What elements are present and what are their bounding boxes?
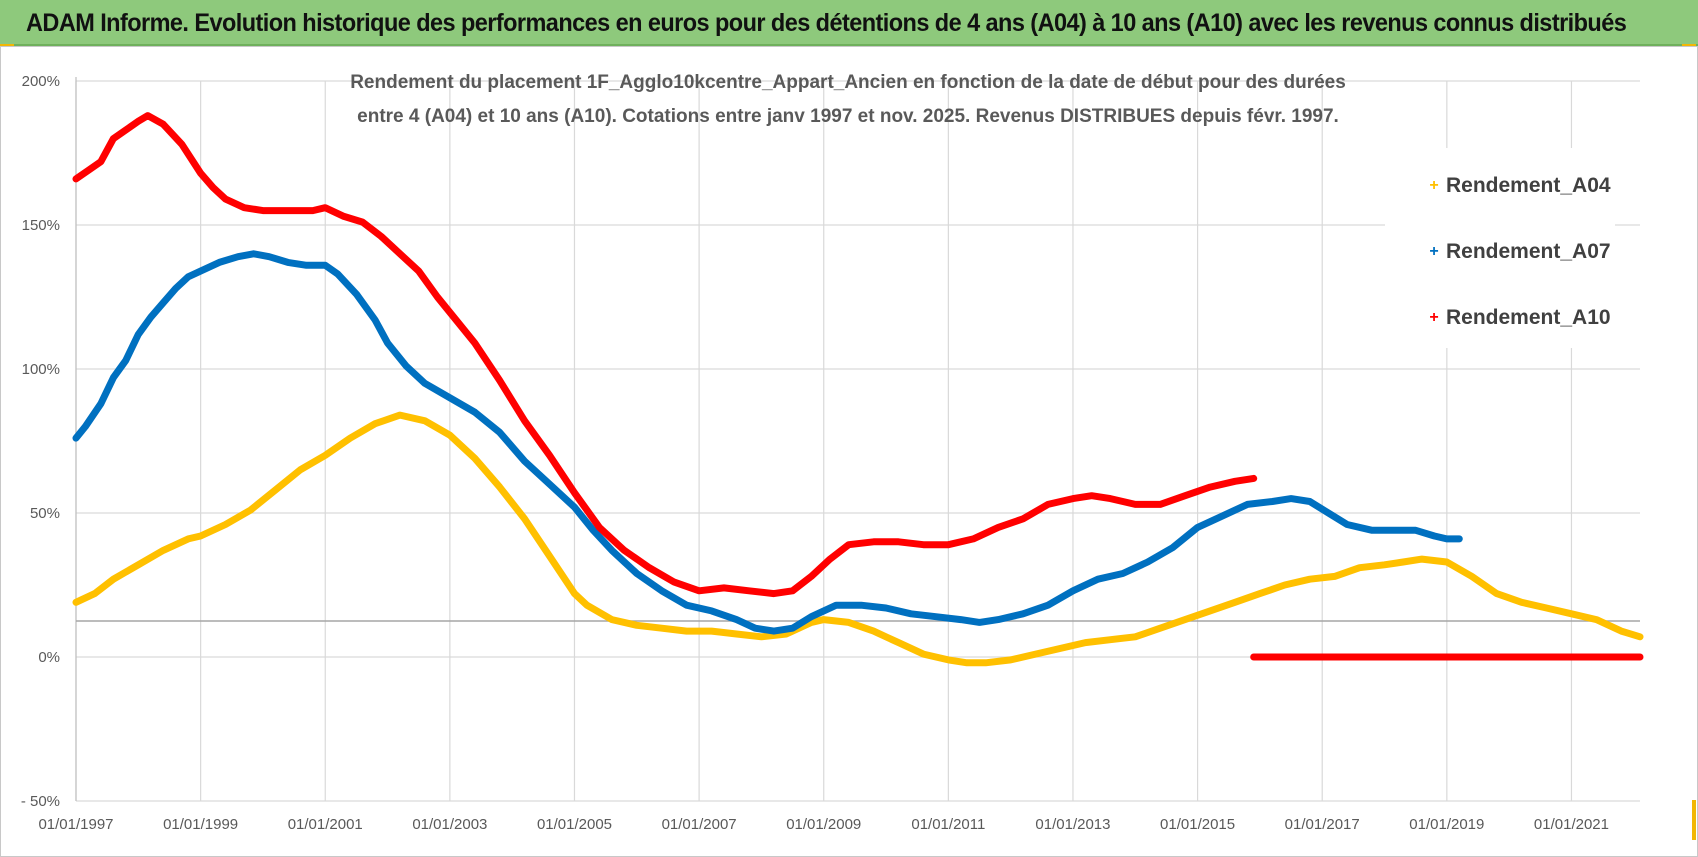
legend-box (1385, 148, 1615, 348)
corner-mark-top-right (1682, 44, 1696, 47)
x-tick-label: 01/01/2001 (288, 816, 363, 833)
y-tick-label: 50% (30, 505, 60, 522)
legend-label: Rendement_A07 (1446, 240, 1611, 263)
x-tick-label: 01/01/2017 (1285, 816, 1360, 833)
x-tick-label: 01/01/1997 (38, 816, 113, 833)
chart-title-line-2: entre 4 (A04) et 10 ans (A10). Cotations… (357, 106, 1339, 127)
page-title: ADAM Informe. Evolution historique des p… (26, 9, 1627, 37)
y-tick-label: - 50% (21, 793, 60, 810)
legend-marker: + (1429, 243, 1438, 260)
y-tick-label: 200% (22, 73, 60, 90)
legend-label: Rendement_A04 (1446, 174, 1611, 197)
x-tick-label: 01/01/2005 (537, 816, 612, 833)
y-tick-label: 150% (22, 217, 60, 234)
chart-title-line-1: Rendement du placement 1F_Agglo10kcentre… (350, 72, 1346, 93)
legend-marker: + (1429, 177, 1438, 194)
legend: + Rendement_A04 + Rendement_A07 + Rendement_A… (1385, 148, 1615, 348)
legend-label: Rendement_A10 (1446, 306, 1611, 329)
x-tick-label: 01/01/2009 (786, 816, 861, 833)
series-line-rendement-a10 (72, 112, 1258, 598)
series-line-rendement-a07 (72, 250, 1463, 635)
legend-marker: + (1429, 309, 1438, 326)
y-tick-label: 0% (38, 649, 60, 666)
series-line-rendement-a04 (72, 411, 1644, 667)
x-tick-label: 01/01/2013 (1035, 816, 1110, 833)
title-banner: ADAM Informe. Evolution historique des p… (0, 0, 1698, 46)
corner-mark-right (1692, 800, 1696, 840)
series-layer (72, 112, 1644, 667)
x-tick-label: 01/01/2021 (1534, 816, 1609, 833)
x-tick-label: 01/01/2011 (911, 816, 985, 833)
corner-mark-top-left (0, 44, 14, 47)
y-tick-label: 100% (22, 361, 60, 378)
x-tick-label: 01/01/1999 (163, 816, 238, 833)
x-tick-label: 01/01/2003 (412, 816, 487, 833)
x-tick-label: 01/01/2015 (1160, 816, 1235, 833)
x-tick-label: 01/01/2019 (1409, 816, 1484, 833)
x-tick-label: 01/01/2007 (662, 816, 737, 833)
axis-labels: 200% 150% 100% 50% 0% - 50% 01/01/1997 01/01/19… (21, 73, 1609, 833)
